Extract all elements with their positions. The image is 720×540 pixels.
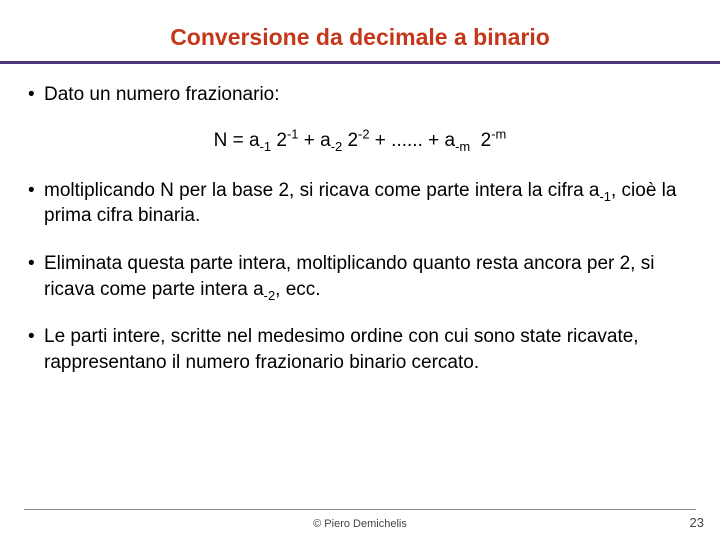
bullet-dot: • xyxy=(28,82,44,108)
footer-divider xyxy=(24,509,696,510)
copyright-text: © Piero Demichelis xyxy=(0,518,720,530)
slide-body: • Dato un numero frazionario: N = a-1 2-… xyxy=(0,64,720,375)
bullet-dot: • xyxy=(28,178,44,204)
bullet-3: • Eliminata questa parte intera, moltipl… xyxy=(28,251,692,302)
bullet-2-text: moltiplicando N per la base 2, si ricava… xyxy=(44,178,692,229)
bullet-3-text: Eliminata questa parte intera, moltiplic… xyxy=(44,251,692,302)
bullet-dot: • xyxy=(28,251,44,277)
bullet-2: • moltiplicando N per la base 2, si rica… xyxy=(28,178,692,229)
bullet-4: • Le parti intere, scritte nel medesimo … xyxy=(28,324,692,375)
slide-title: Conversione da decimale a binario xyxy=(0,0,720,61)
bullet-dot: • xyxy=(28,324,44,350)
bullet-1-text: Dato un numero frazionario: xyxy=(44,82,692,108)
bullet-1: • Dato un numero frazionario: xyxy=(28,82,692,108)
formula: N = a-1 2-1 + a-2 2-2 + ...... + a-m 2-m xyxy=(28,130,692,152)
bullet-4-text: Le parti intere, scritte nel medesimo or… xyxy=(44,324,692,375)
page-number: 23 xyxy=(690,515,704,530)
